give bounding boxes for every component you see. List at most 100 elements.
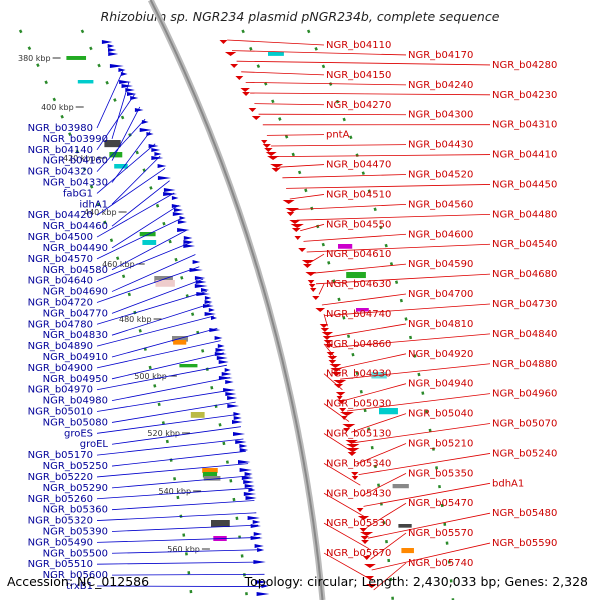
right-leader-line (323, 373, 343, 391)
right-leader-line (309, 253, 325, 263)
right-leader-line (366, 502, 407, 528)
forward-gene-arrow (172, 212, 185, 216)
right-leader-line (337, 353, 407, 369)
reverse-gene-arrow (330, 368, 343, 372)
right-leader-line (323, 403, 350, 422)
left-leader-line (111, 303, 211, 336)
right-gene-label: NGR_b05470 (408, 498, 473, 509)
left-gene-label: NGR_b04970 (28, 385, 93, 396)
topology-text: Topology: circular; Length: 2,430,033 bp… (244, 574, 588, 589)
right-gene-label: NGR_b04510 (326, 189, 391, 200)
left-leader-line (96, 340, 221, 369)
right-leader-line (286, 184, 491, 189)
left-leader-line (96, 512, 257, 521)
forward-gene-arrow (121, 84, 133, 88)
left-leader-line (96, 364, 227, 391)
right-gene-label: NGR_b04810 (408, 319, 473, 330)
forward-gene-arrow (233, 432, 246, 436)
left-gene-label: NGR_b05220 (28, 472, 93, 483)
left-gene-label: NGR_b05080 (43, 417, 108, 428)
forward-gene-arrow (204, 300, 213, 304)
right-leader-line (278, 164, 325, 168)
reverse-gene-arrow (240, 88, 250, 92)
forward-gene-arrow (225, 380, 234, 384)
right-gene-label: NGR_b04550 (326, 219, 391, 230)
right-gene-label: NGR_b04470 (326, 160, 391, 171)
left-gene-label: NGR_b04320 (28, 167, 93, 178)
reverse-gene-arrow (327, 356, 338, 360)
forward-gene-arrow (151, 148, 161, 152)
feature-block (401, 548, 414, 554)
feature-block (104, 140, 121, 148)
forward-gene-arrow (134, 108, 144, 112)
reverse-gene-arrow (331, 372, 342, 376)
left-leader-line (96, 217, 184, 260)
right-leader-line (367, 512, 491, 539)
left-gene-label: NGR_b05260 (28, 494, 93, 505)
left-leader-line (111, 524, 259, 532)
right-leader-line (318, 283, 325, 295)
right-leader-line (241, 71, 325, 76)
right-leader-line (303, 233, 407, 242)
left-gene-label: groEL (80, 439, 109, 450)
right-gene-label: NGR_b04610 (326, 249, 391, 260)
right-leader-line (324, 303, 491, 316)
forward-gene-arrow (248, 488, 256, 492)
forward-gene-arrow (204, 312, 216, 316)
left-gene-label: NGR_b04780 (28, 319, 93, 330)
reverse-gene-arrow (337, 400, 346, 404)
left-gene-label: NGR_b05290 (43, 483, 108, 494)
reverse-gene-arrow (336, 396, 343, 400)
left-gene-label: NGR_b04720 (28, 297, 93, 308)
reverse-gene-arrow (322, 336, 332, 340)
right-gene-label: NGR_b04730 (492, 299, 557, 310)
reverse-gene-arrow (305, 272, 317, 276)
forward-gene-arrow (261, 584, 269, 588)
reverse-gene-arrow (343, 428, 351, 432)
reverse-gene-arrow (359, 528, 368, 532)
right-gene-label: NGR_b05130 (326, 429, 391, 440)
left-leader-line (96, 143, 156, 194)
left-gene-label: NGR_b04500 (28, 232, 93, 243)
forward-gene-arrow (189, 268, 203, 272)
forward-gene-arrow (252, 520, 261, 524)
right-leader-line (274, 154, 491, 157)
forward-gene-arrow (255, 580, 269, 584)
right-leader-line (370, 532, 407, 560)
forward-gene-arrow (194, 284, 208, 288)
reverse-gene-arrow (342, 424, 356, 428)
reverse-gene-arrow (360, 536, 369, 540)
left-leader-line (111, 327, 218, 358)
right-gene-label: NGR_b04920 (408, 349, 473, 360)
forward-gene-arrow (157, 176, 172, 180)
reverse-gene-arrow (346, 444, 360, 448)
forward-gene-arrow (171, 196, 179, 200)
right-gene-label: NGR_b05030 (326, 399, 391, 410)
right-gene-label: NGR_b05530 (326, 518, 391, 529)
right-leader-line (330, 323, 407, 338)
reverse-gene-arrow (356, 508, 364, 512)
left-gene-label: NGR_b04580 (43, 265, 108, 276)
right-leader-line (323, 522, 370, 550)
right-leader-line (323, 552, 373, 581)
right-gene-label: NGR_b04680 (492, 269, 557, 280)
forward-gene-arrow (244, 472, 253, 476)
right-leader-line (323, 433, 356, 454)
right-gene-label: NGR_b05570 (408, 528, 473, 539)
forward-gene-arrow (224, 368, 231, 372)
forward-gene-arrow (239, 444, 248, 448)
right-leader-line (245, 82, 407, 86)
right-leader-line (332, 333, 491, 348)
forward-gene-arrow (177, 220, 188, 224)
reverse-gene-arrow (360, 532, 374, 536)
reverse-gene-arrow (285, 208, 300, 212)
left-gene-label: fabG1 (63, 188, 93, 199)
left-leader-line (111, 475, 251, 489)
reverse-gene-arrow (242, 92, 250, 96)
left-gene-label: groES (64, 428, 93, 439)
right-gene-label: NGR_b04590 (408, 259, 473, 270)
left-gene-label: NGR_b05500 (43, 548, 108, 559)
forward-gene-arrow (232, 420, 243, 424)
tick-label: 400 kbp (41, 103, 74, 112)
forward-gene-arrow (204, 296, 212, 300)
